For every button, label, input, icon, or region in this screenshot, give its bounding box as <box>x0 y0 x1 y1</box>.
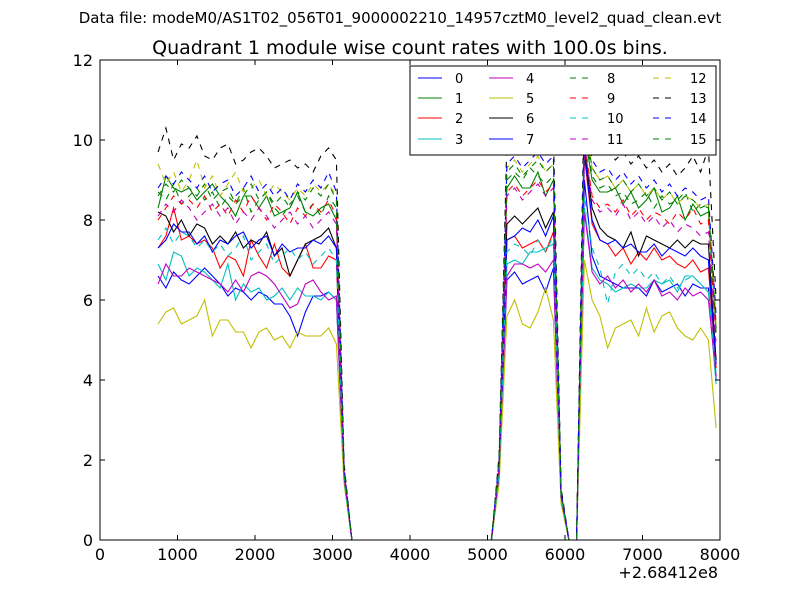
x-tick-label-4000: 4000 <box>390 545 431 564</box>
x-tick-label-6000: 6000 <box>545 545 586 564</box>
y-tick-label-6: 6 <box>83 291 93 310</box>
series-line-10 <box>157 195 717 540</box>
series-line-5 <box>157 259 717 540</box>
x-tick-label-1000: 1000 <box>157 545 198 564</box>
x-tick-label-8000: 8000 <box>700 545 741 564</box>
suptitle: Data file: modeM0/AS1T02_056T01_90000022… <box>79 9 722 28</box>
legend-label-1: 1 <box>455 92 463 107</box>
legend-label-11: 11 <box>607 133 624 148</box>
x-tick-label-2000: 2000 <box>235 545 276 564</box>
legend-label-4: 4 <box>526 72 534 87</box>
y-tick-label-4: 4 <box>83 371 93 390</box>
series-line-3 <box>157 207 717 540</box>
series-line-9 <box>157 139 717 540</box>
y-tick-label-2: 2 <box>83 451 93 470</box>
legend-label-5: 5 <box>526 92 534 107</box>
y-tick-label-10: 10 <box>73 131 93 150</box>
y-tick-label-12: 12 <box>73 51 93 70</box>
x-tick-label-5000: 5000 <box>467 545 508 564</box>
legend-label-15: 15 <box>690 133 707 148</box>
series-line-11 <box>157 143 717 540</box>
legend-label-13: 13 <box>690 92 707 107</box>
legend-label-3: 3 <box>455 133 463 148</box>
series-line-8 <box>157 123 717 540</box>
legend-label-10: 10 <box>607 112 624 127</box>
x-tick-label-7000: 7000 <box>622 545 663 564</box>
ticks-layer: 0 1000 2000 3000 4000 5000 6000 7000 80000246810… <box>73 51 741 564</box>
legend-box <box>409 65 717 156</box>
series-line-7 <box>157 151 717 540</box>
series-line-14 <box>157 107 717 540</box>
legend-label-8: 8 <box>607 72 615 87</box>
legend-label-0: 0 <box>455 72 463 87</box>
legend-label-2: 2 <box>455 112 463 127</box>
series-line-4 <box>157 211 717 540</box>
x-offset-label: +2.68412e8 <box>618 563 718 582</box>
legend-label-14: 14 <box>690 112 707 127</box>
legend-label-12: 12 <box>690 72 707 87</box>
legend-label-6: 6 <box>526 112 534 127</box>
series-line-15 <box>157 119 717 540</box>
legend-label-7: 7 <box>526 133 534 148</box>
y-tick-label-8: 8 <box>83 211 93 230</box>
chart-title: Quadrant 1 module wise count rates with … <box>152 37 668 59</box>
x-tick-label-0: 0 <box>95 545 105 564</box>
legend-label-9: 9 <box>607 92 615 107</box>
x-tick-label-3000: 3000 <box>312 545 353 564</box>
series-line-12 <box>157 115 717 540</box>
y-tick-label-0: 0 <box>83 531 93 550</box>
